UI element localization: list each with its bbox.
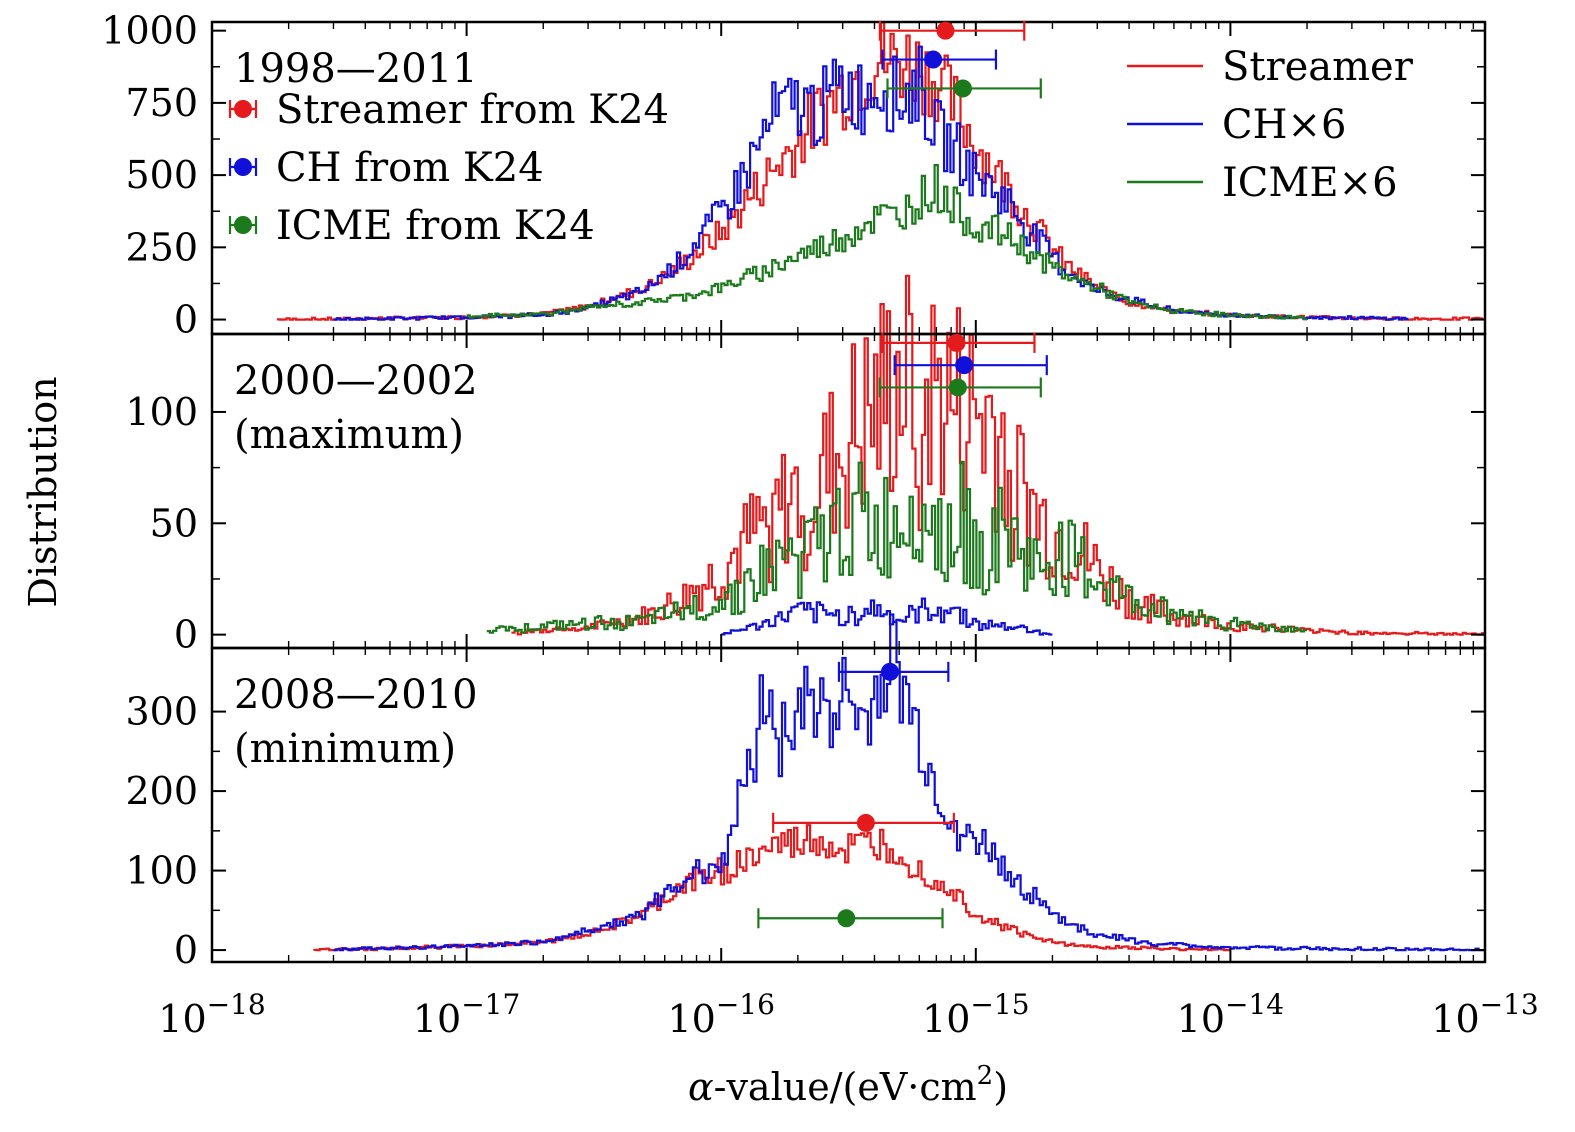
legend-label: ICME from K24 [276, 203, 595, 249]
legend-label: ICME×6 [1222, 160, 1398, 206]
x-tick-label: 10−13 [1431, 988, 1538, 1041]
y-tick-label: 200 [125, 769, 198, 813]
y-tick-label: 0 [174, 613, 198, 657]
x-tick-label: 10−15 [922, 988, 1029, 1041]
point-ch [893, 355, 1048, 376]
y-tick-label: 250 [125, 225, 198, 269]
y-tick-label: 0 [174, 298, 198, 342]
series-streamer [313, 824, 1231, 952]
panels: 025050075010001998—20110501002000—2002(m… [101, 9, 1538, 1041]
x-tick-label: 10−16 [667, 988, 774, 1041]
panel-title: 2008—2010 [234, 672, 478, 718]
series-ch [721, 597, 1053, 636]
series-icme [486, 460, 1307, 634]
point-streamer [878, 20, 1026, 41]
legend-points: Streamer from K24 CH from K24 ICME from K2… [228, 87, 669, 249]
x-tick-label: 10−17 [413, 988, 520, 1041]
x-tick-labels: 10−18 10−17 10−16 10−15 10−14 10−13 [158, 988, 1538, 1041]
panel-title: (maximum) [234, 412, 464, 458]
point-ch [837, 661, 950, 682]
legend-marker [234, 100, 252, 118]
panel-title: 1998—2011 [234, 46, 478, 92]
panel-all: 0 250 500 750 1000 1998—2011 [101, 9, 1487, 342]
panel-title: (minimum) [234, 726, 456, 772]
series-ch [333, 613, 1485, 952]
y-tick-label: 100 [125, 390, 198, 434]
legend-label: CH×6 [1222, 102, 1346, 148]
y-axis-label: Distribution [21, 376, 65, 607]
legend-label: Streamer from K24 [276, 87, 669, 133]
panel-min: 0 100 200 300 2008—2010 (minimum) [125, 613, 1487, 972]
legend-marker [234, 158, 252, 176]
series-icme [466, 164, 1307, 321]
point-icme [878, 377, 1042, 398]
panel-max: 0 50 100 2000—2002 (maximum) [125, 274, 1487, 657]
x-axis-label: α-value/(eV·cm2) [688, 1061, 1008, 1109]
y-tick-label: 50 [150, 501, 198, 545]
panel-title: 2000—2002 [234, 358, 478, 404]
point-icme [886, 78, 1042, 99]
y-tick-label: 1000 [101, 9, 198, 53]
legend-lines: Streamer CH×6 ICME×6 [1127, 44, 1414, 206]
y-tick-label: 750 [125, 81, 198, 125]
x-tick-label: 10−14 [1177, 988, 1284, 1041]
y-tick-label: 100 [125, 849, 198, 893]
y-tick-label: 500 [125, 153, 198, 197]
y-tick-label: 300 [125, 690, 198, 734]
point-streamer [881, 332, 1036, 353]
legend-label: Streamer [1222, 44, 1414, 90]
y-tick-label: 0 [174, 928, 198, 972]
point-ch [881, 49, 998, 70]
x-tick-label: 10−18 [158, 988, 265, 1041]
legend-label: CH from K24 [276, 145, 544, 191]
plot-frame [210, 646, 1487, 964]
point-streamer [772, 812, 955, 833]
point-icme [757, 908, 944, 929]
legend-marker [234, 216, 252, 234]
